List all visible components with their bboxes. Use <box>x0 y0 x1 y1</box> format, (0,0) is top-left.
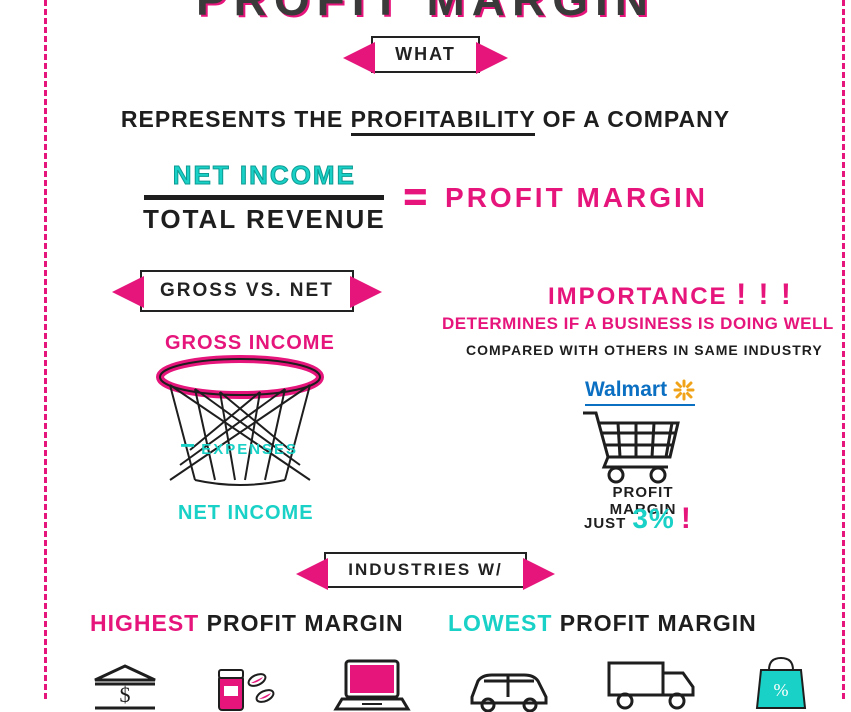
highest-pm: PROFIT MARGIN <box>207 610 404 636</box>
svg-text:$: $ <box>120 682 131 707</box>
formula-numerator: NET INCOME <box>173 160 356 191</box>
formula-equals: = <box>404 175 427 220</box>
highest-word: HIGHEST <box>90 610 199 636</box>
formula-fraction: NET INCOME TOTAL REVENUE <box>143 160 386 235</box>
ribbon-industries: INDUSTRIES W/ <box>324 552 526 588</box>
ribbon-gross-vs-net: GROSS VS. NET <box>140 270 354 312</box>
expenses-label: EXPENSES <box>201 441 298 458</box>
formula-denominator: TOTAL REVENUE <box>143 204 386 235</box>
net-income-label: NET INCOME <box>178 502 314 525</box>
subtitle-after: OF A COMPANY <box>535 106 730 132</box>
svg-text:%: % <box>773 680 788 700</box>
pharma-icon <box>211 662 281 712</box>
walmart-pm-value-row: JUST 3% ! <box>584 502 691 536</box>
lowest-heading: LOWEST PROFIT MARGIN <box>448 610 757 637</box>
shopping-bag-icon: % <box>751 654 811 712</box>
walmart-brand: Walmart <box>585 378 667 402</box>
gross-income-label: GROSS INCOME <box>165 332 335 355</box>
lowest-pm: PROFIT MARGIN <box>560 610 757 636</box>
ribbon-what: WHAT <box>371 36 480 73</box>
basketball-hoop-icon <box>140 355 340 490</box>
dashed-border-left <box>44 0 47 699</box>
subtitle: REPRESENTS THE PROFITABILITY OF A COMPAN… <box>0 106 851 133</box>
main-title: PROFIT MARGIN <box>0 0 851 26</box>
importance-bangs: ! ! ! <box>736 278 793 311</box>
highest-heading: HIGHEST PROFIT MARGIN <box>90 610 404 637</box>
importance-heading: IMPORTANCE ! ! ! <box>548 278 793 312</box>
what-ribbon-row: WHAT <box>0 36 851 73</box>
formula-result: PROFIT MARGIN <box>445 182 708 214</box>
walmart-pct: 3% <box>632 503 674 535</box>
car-icon <box>464 667 554 712</box>
walmart-brand-row: Walmart <box>585 378 695 406</box>
subtitle-underlined: PROFITABILITY <box>351 106 536 136</box>
formula-row: NET INCOME TOTAL REVENUE = PROFIT MARGIN <box>0 160 851 235</box>
bank-icon: $ <box>90 662 160 712</box>
walmart-spark-icon <box>673 379 695 401</box>
truck-icon <box>605 657 700 712</box>
gross-vs-net-ribbon-wrap: GROSS VS. NET <box>140 270 354 312</box>
laptop-icon <box>332 657 412 712</box>
expenses-row: −EXPENSES <box>180 430 298 461</box>
importance-line1: DETERMINES IF A BUSINESS IS DOING WELL <box>442 314 834 334</box>
minus-icon: − <box>180 430 195 460</box>
subtitle-before: REPRESENTS THE <box>121 106 351 132</box>
formula-divider <box>144 195 384 200</box>
walmart-bang: ! <box>681 502 691 536</box>
importance-line2: COMPARED WITH OTHERS IN SAME INDUSTRY <box>466 342 823 358</box>
dashed-border-right <box>842 0 845 699</box>
shopping-cart-icon <box>578 405 688 485</box>
walmart-just: JUST <box>584 515 626 532</box>
importance-text: IMPORTANCE <box>548 283 728 310</box>
industries-ribbon-row: INDUSTRIES W/ <box>0 552 851 588</box>
industry-icons-row: $ % <box>90 654 811 712</box>
lowest-word: LOWEST <box>448 610 552 636</box>
